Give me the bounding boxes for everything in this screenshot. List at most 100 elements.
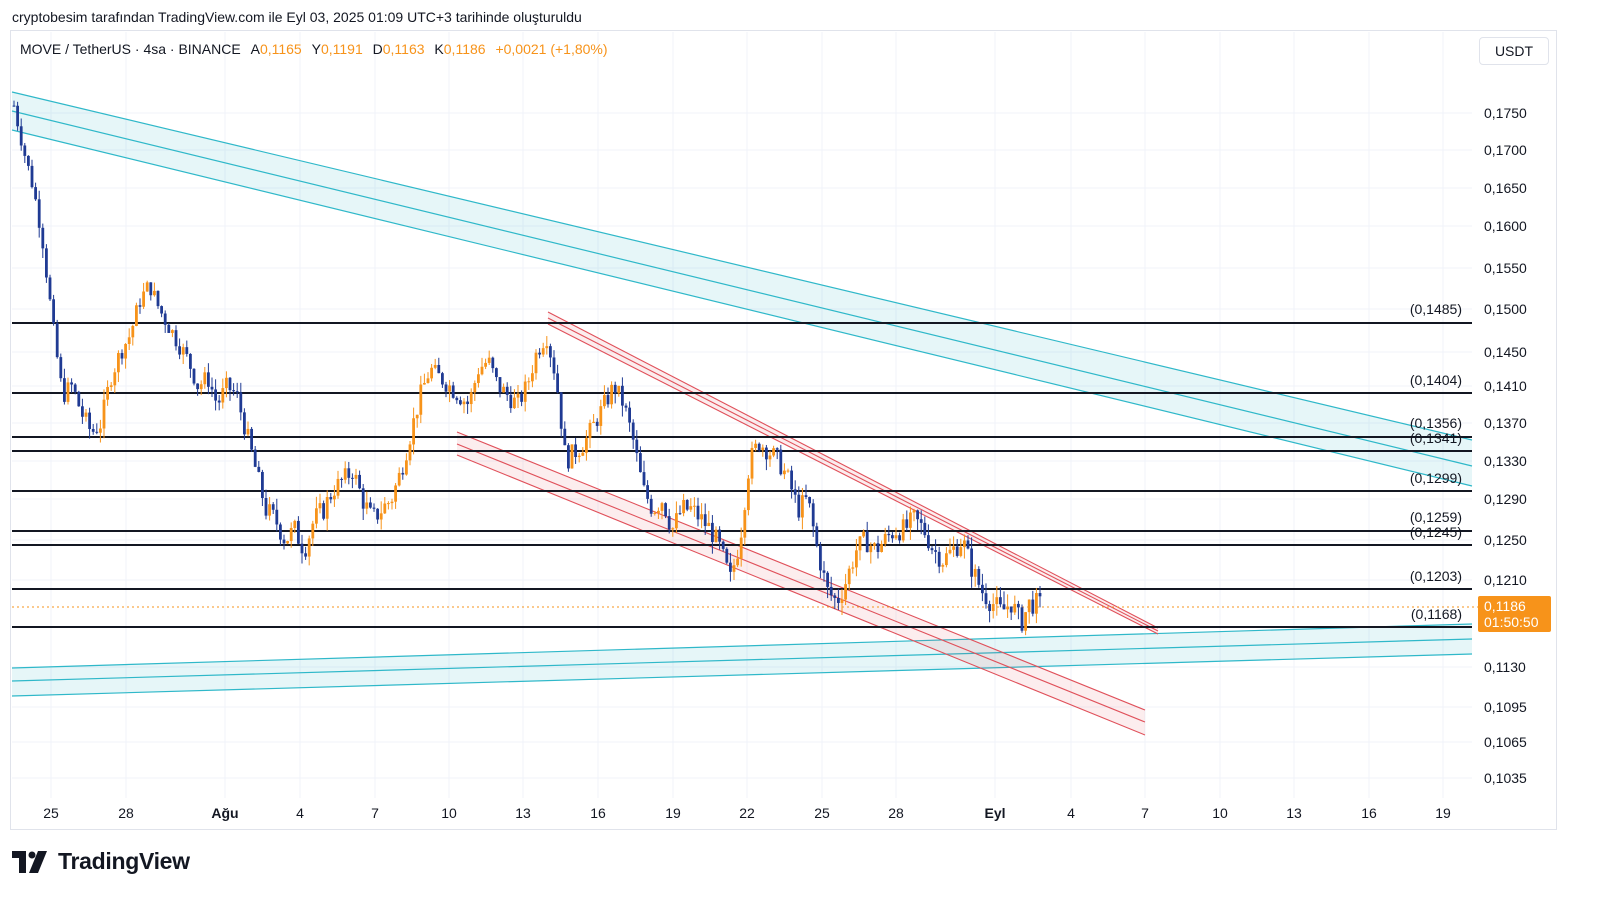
candle-body[interactable] <box>912 510 916 513</box>
candle-body[interactable] <box>1013 603 1017 613</box>
candle-body[interactable] <box>484 362 487 367</box>
candle-body[interactable] <box>419 384 423 415</box>
candle-body[interactable] <box>768 455 772 460</box>
candle-body[interactable] <box>538 352 541 355</box>
candle-body[interactable] <box>81 406 84 417</box>
red-channel-upper-mid-line[interactable] <box>547 317 1159 632</box>
candle-body[interactable] <box>347 468 351 478</box>
candle-body[interactable] <box>253 449 257 467</box>
candle-body[interactable] <box>905 519 909 528</box>
candle-body[interactable] <box>804 495 808 497</box>
candle-body[interactable] <box>829 586 833 596</box>
candle-body[interactable] <box>653 512 657 514</box>
candle-body[interactable] <box>343 468 347 480</box>
candle-body[interactable] <box>394 485 397 502</box>
cyan-ascending-channel[interactable] <box>11 623 1473 697</box>
candle-body[interactable] <box>246 428 250 435</box>
candle-body[interactable] <box>156 290 160 307</box>
candle-body[interactable] <box>199 384 203 390</box>
candle-body[interactable] <box>937 551 941 567</box>
candle-body[interactable] <box>801 495 804 518</box>
candle-body[interactable] <box>365 502 369 509</box>
candle-body[interactable] <box>480 366 484 375</box>
candle-body[interactable] <box>595 421 599 426</box>
candle-body[interactable] <box>34 187 37 200</box>
candle-body[interactable] <box>729 562 732 572</box>
candle-body[interactable] <box>628 407 631 423</box>
candle-body[interactable] <box>822 570 826 573</box>
candle-body[interactable] <box>783 470 786 475</box>
candle-body[interactable] <box>721 541 725 549</box>
candle-body[interactable] <box>984 593 988 605</box>
candle-body[interactable] <box>495 368 498 378</box>
candle-body[interactable] <box>527 381 531 383</box>
candle-body[interactable] <box>948 549 952 554</box>
candle-body[interactable] <box>797 494 801 518</box>
candle-body[interactable] <box>376 508 379 520</box>
candle-body[interactable] <box>322 503 325 519</box>
candle-body[interactable] <box>135 305 138 326</box>
candle-body[interactable] <box>909 512 912 528</box>
candle-body[interactable] <box>361 488 365 509</box>
cyan-descending-lower-line[interactable] <box>11 129 1473 487</box>
candle-body[interactable] <box>37 199 41 228</box>
candle-body[interactable] <box>117 353 120 373</box>
candle-body[interactable] <box>19 126 23 146</box>
candle-body[interactable] <box>855 550 858 568</box>
candle-body[interactable] <box>304 553 307 557</box>
candle-body[interactable] <box>1024 612 1027 631</box>
candle-body[interactable] <box>84 412 88 417</box>
candle-body[interactable] <box>516 393 520 398</box>
candle-body[interactable] <box>275 509 279 525</box>
candle-body[interactable] <box>545 346 549 349</box>
candle-body[interactable] <box>181 347 185 355</box>
candle-body[interactable] <box>1017 603 1020 608</box>
candle-body[interactable] <box>509 394 513 409</box>
candle-body[interactable] <box>282 539 286 544</box>
candle-body[interactable] <box>988 604 991 612</box>
candle-body[interactable] <box>473 383 477 393</box>
candle-body[interactable] <box>502 386 505 393</box>
candle-body[interactable] <box>736 558 739 566</box>
candle-body[interactable] <box>811 503 815 527</box>
candlestick-series[interactable] <box>12 100 1042 636</box>
candle-body[interactable] <box>869 545 873 553</box>
candle-body[interactable] <box>959 547 963 556</box>
candle-body[interactable] <box>567 445 570 469</box>
candle-body[interactable] <box>765 447 768 460</box>
candle-body[interactable] <box>520 393 523 402</box>
candle-body[interactable] <box>102 399 106 429</box>
candle-body[interactable] <box>826 572 829 587</box>
candle-body[interactable] <box>1020 607 1024 631</box>
candle-body[interactable] <box>73 384 77 392</box>
candle-body[interactable] <box>599 406 603 426</box>
candle-body[interactable] <box>149 282 153 296</box>
candle-body[interactable] <box>901 519 905 541</box>
candle-body[interactable] <box>185 347 189 354</box>
candle-body[interactable] <box>268 504 271 516</box>
candle-body[interactable] <box>379 513 383 520</box>
candle-body[interactable] <box>329 497 333 500</box>
candle-body[interactable] <box>261 471 264 499</box>
candle-body[interactable] <box>732 565 736 572</box>
candle-body[interactable] <box>203 372 207 385</box>
tradingview-logo[interactable]: TradingView <box>12 848 190 875</box>
candle-body[interactable] <box>88 412 91 429</box>
candle-body[interactable] <box>934 550 937 552</box>
cyan-ascending-mid-line[interactable] <box>11 638 1473 682</box>
candle-body[interactable] <box>851 567 855 569</box>
candle-body[interactable] <box>174 330 178 347</box>
candle-body[interactable] <box>883 533 887 544</box>
candle-body[interactable] <box>675 513 678 529</box>
candle-body[interactable] <box>833 595 837 598</box>
price-axis[interactable]: 0,1750 0,1700 0,1650 0,1600 0,1550 0,1500 0,14… <box>1484 105 1527 786</box>
red-channel-lower-bottom-line[interactable] <box>456 454 1146 736</box>
candle-body[interactable] <box>970 548 973 577</box>
candle-body[interactable] <box>606 395 610 405</box>
candle-body[interactable] <box>613 384 617 394</box>
candle-body[interactable] <box>491 357 495 369</box>
candle-body[interactable] <box>59 357 63 379</box>
candle-body[interactable] <box>844 584 847 600</box>
candle-body[interactable] <box>405 460 408 475</box>
candle-body[interactable] <box>523 381 527 402</box>
